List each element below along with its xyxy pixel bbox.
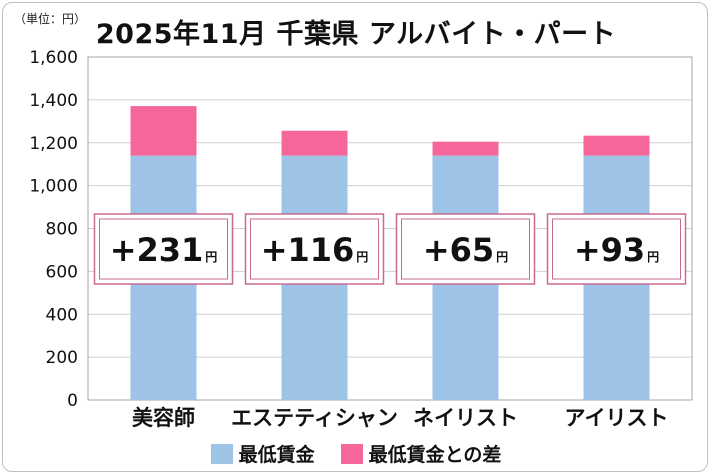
x-tick-label: 美容師 (132, 406, 195, 430)
difference-label-inner-border (250, 218, 379, 280)
chart-title: 2025年11月 千葉県 アルバイト・パート (95, 19, 617, 50)
difference-label: +231 円 (110, 231, 218, 269)
y-tick-label: 600 (46, 262, 78, 282)
difference-label: +93 円 (574, 231, 659, 269)
y-tick-label: 0 (67, 391, 78, 411)
difference-label-box (244, 213, 385, 285)
y-tick-label: 1,400 (29, 91, 78, 111)
difference-label-box (93, 213, 234, 285)
y-tick-label: 200 (46, 348, 78, 368)
legend: 最低賃金 最低賃金との差 (0, 440, 712, 467)
y-tick-label: 1,000 (29, 177, 78, 197)
legend-item-base: 最低賃金 (210, 440, 315, 467)
x-tick-label: エステティシャン (231, 406, 398, 430)
y-tick-label: 1,600 (29, 48, 78, 68)
bar-difference (281, 130, 348, 156)
difference-label: +116 円 (261, 231, 369, 269)
difference-label-inner-border (99, 218, 228, 280)
legend-label-diff: 最低賃金との差 (368, 444, 502, 466)
y-tick-label: 1,200 (29, 134, 78, 154)
legend-swatch-diff (340, 443, 363, 464)
x-tick-label: ネイリスト (413, 406, 518, 430)
bar-difference (432, 141, 499, 156)
legend-label-base: 最低賃金 (238, 444, 315, 466)
unit-label: （単位：円） (14, 12, 87, 26)
difference-label-inner-border (401, 218, 530, 280)
difference-label-box (395, 213, 536, 285)
legend-item-diff: 最低賃金との差 (340, 440, 502, 467)
x-tick-label: アイリスト (565, 406, 669, 430)
bar-difference (583, 135, 650, 156)
y-tick-label: 800 (46, 220, 78, 240)
legend-swatch-base (210, 443, 233, 464)
y-tick-label: 400 (46, 305, 78, 325)
difference-label-inner-border (552, 218, 681, 280)
plot-border (87, 56, 693, 401)
bar-difference (130, 106, 197, 156)
difference-label: +65 円 (423, 231, 508, 269)
difference-label-box (546, 213, 687, 285)
